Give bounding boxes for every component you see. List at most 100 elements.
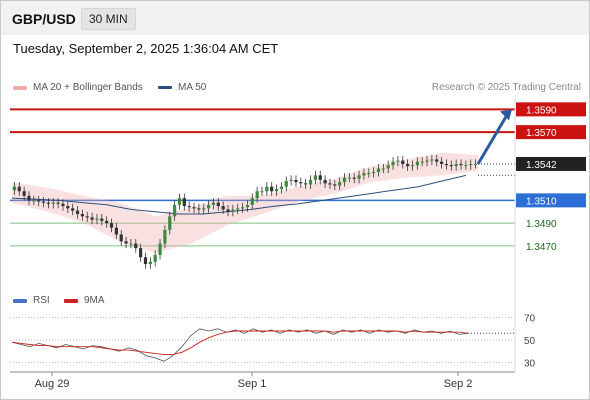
candle-body <box>401 160 405 164</box>
timeframe-button[interactable]: 30 MIN <box>81 8 136 30</box>
candle-body <box>168 216 172 230</box>
candle-body <box>66 206 70 209</box>
candle-body <box>342 177 347 183</box>
candle-body <box>425 160 429 162</box>
candle <box>362 168 366 180</box>
candle-body <box>105 220 109 224</box>
level-label-1.3470: 1.3470 <box>526 242 557 253</box>
candle <box>206 200 211 213</box>
candle <box>459 159 463 170</box>
candle-body <box>231 209 235 212</box>
candle-body <box>75 210 80 215</box>
candle-body <box>61 203 65 207</box>
candle-body <box>406 163 410 167</box>
candle-body <box>284 181 288 187</box>
candle <box>274 184 279 196</box>
level-label-1.3510: 1.3510 <box>526 196 557 207</box>
candle-body <box>221 206 225 210</box>
ma50-swatch <box>158 86 172 89</box>
legend-ma50-label: MA 50 <box>178 82 207 93</box>
candle <box>449 160 453 171</box>
candle-body <box>226 209 230 212</box>
candle-body <box>100 218 104 221</box>
candle-body <box>134 243 138 249</box>
candle <box>202 203 206 215</box>
candle-body <box>37 200 41 202</box>
candle-body <box>114 227 118 235</box>
candle-body <box>260 191 264 193</box>
candle-body <box>410 165 415 167</box>
candle <box>333 179 337 191</box>
candle <box>27 191 31 205</box>
candle-body <box>362 173 366 176</box>
x-tick-label: Aug 29 <box>35 378 70 390</box>
candle <box>406 159 410 171</box>
candle-body <box>32 200 36 202</box>
candle <box>56 198 60 209</box>
legend-rsi-label: RSI <box>33 295 50 306</box>
candle-body <box>255 191 259 199</box>
candle-body <box>274 189 279 192</box>
candle <box>342 173 347 187</box>
rsi-tick-70: 70 <box>524 314 536 325</box>
candle-body <box>22 191 26 196</box>
candle <box>294 175 298 187</box>
candle-body <box>56 202 60 204</box>
candle <box>347 173 351 183</box>
bollinger-band <box>12 152 478 253</box>
candle <box>80 209 84 221</box>
candle <box>473 159 478 169</box>
candle <box>231 204 235 217</box>
candle <box>153 250 157 267</box>
candle <box>299 177 303 188</box>
candle <box>148 257 152 269</box>
level-box-1.3590 <box>516 102 586 117</box>
candle <box>139 243 143 262</box>
candle-body <box>338 182 342 186</box>
candle-body <box>444 163 449 166</box>
candle-body <box>469 163 473 166</box>
candle <box>435 154 439 167</box>
candle-body <box>153 254 157 262</box>
candle <box>192 202 196 213</box>
candle <box>328 178 332 189</box>
candle-body <box>177 198 182 205</box>
candle <box>430 154 434 166</box>
x-tick-label: Sep 2 <box>444 378 473 390</box>
candle <box>376 163 381 177</box>
level-box-1.3510 <box>516 193 586 208</box>
candle <box>66 201 70 213</box>
rsi-tick-50: 50 <box>524 336 536 347</box>
candle-body <box>95 218 99 220</box>
candle <box>391 157 395 170</box>
candle-body <box>304 183 308 185</box>
candle-body <box>202 208 206 210</box>
level-box-1.3542 <box>516 156 586 171</box>
ma9-swatch <box>64 298 78 303</box>
candle <box>163 225 167 249</box>
candle-body <box>357 175 361 179</box>
level-label-1.3570: 1.3570 <box>526 128 557 139</box>
candle-body <box>376 168 381 172</box>
candle <box>114 223 118 240</box>
candle <box>313 170 317 185</box>
candle <box>46 198 51 209</box>
candle <box>464 160 468 170</box>
legend-ma9: 9MA <box>64 295 105 306</box>
legend-ma50: MA 50 <box>158 82 206 93</box>
candle-body <box>90 217 94 220</box>
candle <box>177 193 182 210</box>
candle-body <box>318 175 322 180</box>
header-bar: GBP/USD 30 MIN <box>1 1 589 35</box>
candle <box>265 182 269 196</box>
candle-body <box>473 163 478 165</box>
candle <box>71 203 75 216</box>
candle-body <box>396 160 400 162</box>
candle <box>279 182 284 194</box>
datetime-label: Tuesday, September 2, 2025 1:36:04 AM CE… <box>13 41 279 56</box>
candle <box>420 157 424 167</box>
candle-body <box>270 186 274 192</box>
rsi-line <box>11 328 469 362</box>
candle <box>255 186 259 203</box>
ma20-swatch <box>13 85 27 90</box>
